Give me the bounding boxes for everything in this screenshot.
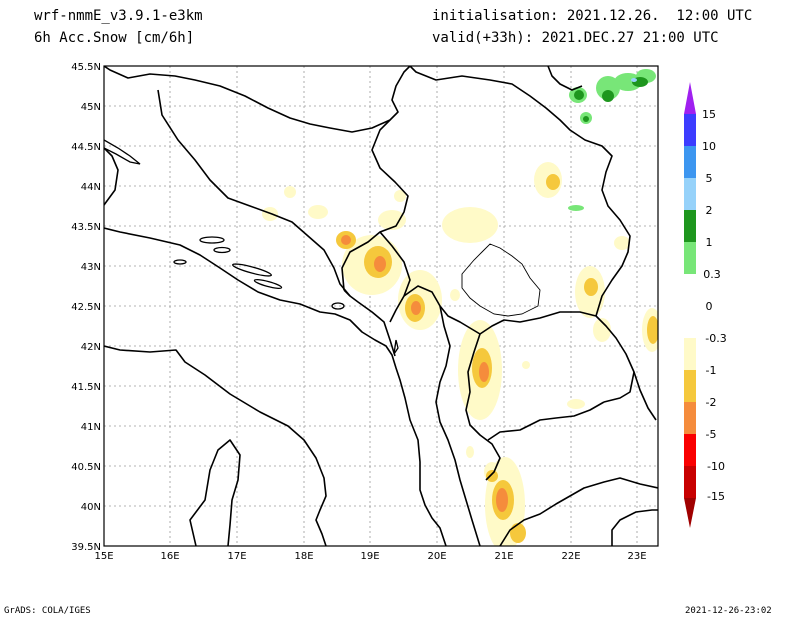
init-time: initialisation: 2021.12.26. 12:00 UTC — [432, 8, 753, 24]
colorbar-label: 10 — [702, 140, 716, 153]
colorbar-box — [684, 466, 696, 498]
lat-label: 42.5N — [71, 302, 101, 313]
lon-axis: 15E 16E 17E 18E 19E 20E 21E 22E 23E — [94, 551, 646, 562]
lat-label: 42N — [81, 342, 101, 353]
colorbar-box — [684, 210, 696, 242]
colorbar-label: -0.3 — [705, 332, 726, 345]
colorbar-label: 2 — [706, 204, 713, 217]
colorbar-box — [684, 274, 696, 338]
colorbar-label: -10 — [707, 460, 725, 473]
coastlines-borders — [104, 66, 658, 546]
lat-label: 41.5N — [71, 382, 101, 393]
model-title: wrf-nmmE_v3.9.1-e3km — [34, 8, 203, 24]
lon-label: 17E — [227, 551, 246, 562]
kosovo-border — [461, 243, 541, 317]
lat-label: 44N — [81, 182, 101, 193]
lon-label: 20E — [427, 551, 446, 562]
footer-credit: GrADS: COLA/IGES — [4, 606, 91, 616]
colorbar-box — [684, 146, 696, 178]
lon-label: 22E — [561, 551, 580, 562]
lat-label: 45N — [81, 102, 101, 113]
colorbar-label: 0 — [706, 300, 713, 313]
colorbar-label: 15 — [702, 108, 716, 121]
lat-label: 40N — [81, 502, 101, 513]
lat-label: 45.5N — [71, 62, 101, 73]
colorbar-box — [684, 434, 696, 466]
lat-label: 39.5N — [71, 542, 101, 553]
lon-label: 21E — [494, 551, 513, 562]
lon-label: 19E — [360, 551, 379, 562]
field-title: 6h Acc.Snow [cm/6h] — [34, 30, 195, 46]
colorbar-box — [684, 242, 696, 274]
colorbar-label: -2 — [706, 396, 717, 409]
lon-label: 18E — [294, 551, 313, 562]
lat-label: 40.5N — [71, 462, 101, 473]
colorbar-bottom-triangle — [684, 498, 696, 528]
lat-label: 43.5N — [71, 222, 101, 233]
islands — [104, 139, 399, 355]
snow-field-shading — [262, 69, 658, 546]
colorbar-box — [684, 338, 696, 370]
colorbar-top-triangle — [684, 82, 696, 114]
colorbar-box — [684, 114, 696, 146]
colorbar-label: -1 — [706, 364, 717, 377]
colorbar: 15 10 5 2 1 0.3 0 -0.3 -1 -2 -5 -10 -15 — [684, 82, 727, 528]
colorbar-label: 1 — [706, 236, 713, 249]
colorbar-label: 5 — [706, 172, 713, 185]
colorbar-box — [684, 178, 696, 210]
lat-label: 43N — [81, 262, 101, 273]
colorbar-label: -5 — [706, 428, 717, 441]
lon-label: 15E — [94, 551, 113, 562]
lat-axis: 45.5N 45N 44.5N 44N 43.5N 43N 42.5N 42N … — [71, 62, 101, 553]
map-gridlines — [104, 66, 658, 546]
colorbar-box — [684, 402, 696, 434]
lon-label: 16E — [160, 551, 179, 562]
lat-label: 44.5N — [71, 142, 101, 153]
footer-timestamp: 2021-12-26-23:02 — [685, 606, 772, 616]
colorbar-box — [684, 370, 696, 402]
lon-label: 23E — [627, 551, 646, 562]
lat-label: 41N — [81, 422, 101, 433]
map-frame — [103, 65, 659, 547]
colorbar-label: -15 — [707, 490, 725, 503]
valid-time: valid(+33h): 2021.DEC.27 21:00 UTC — [432, 30, 719, 46]
colorbar-label: 0.3 — [703, 268, 721, 281]
